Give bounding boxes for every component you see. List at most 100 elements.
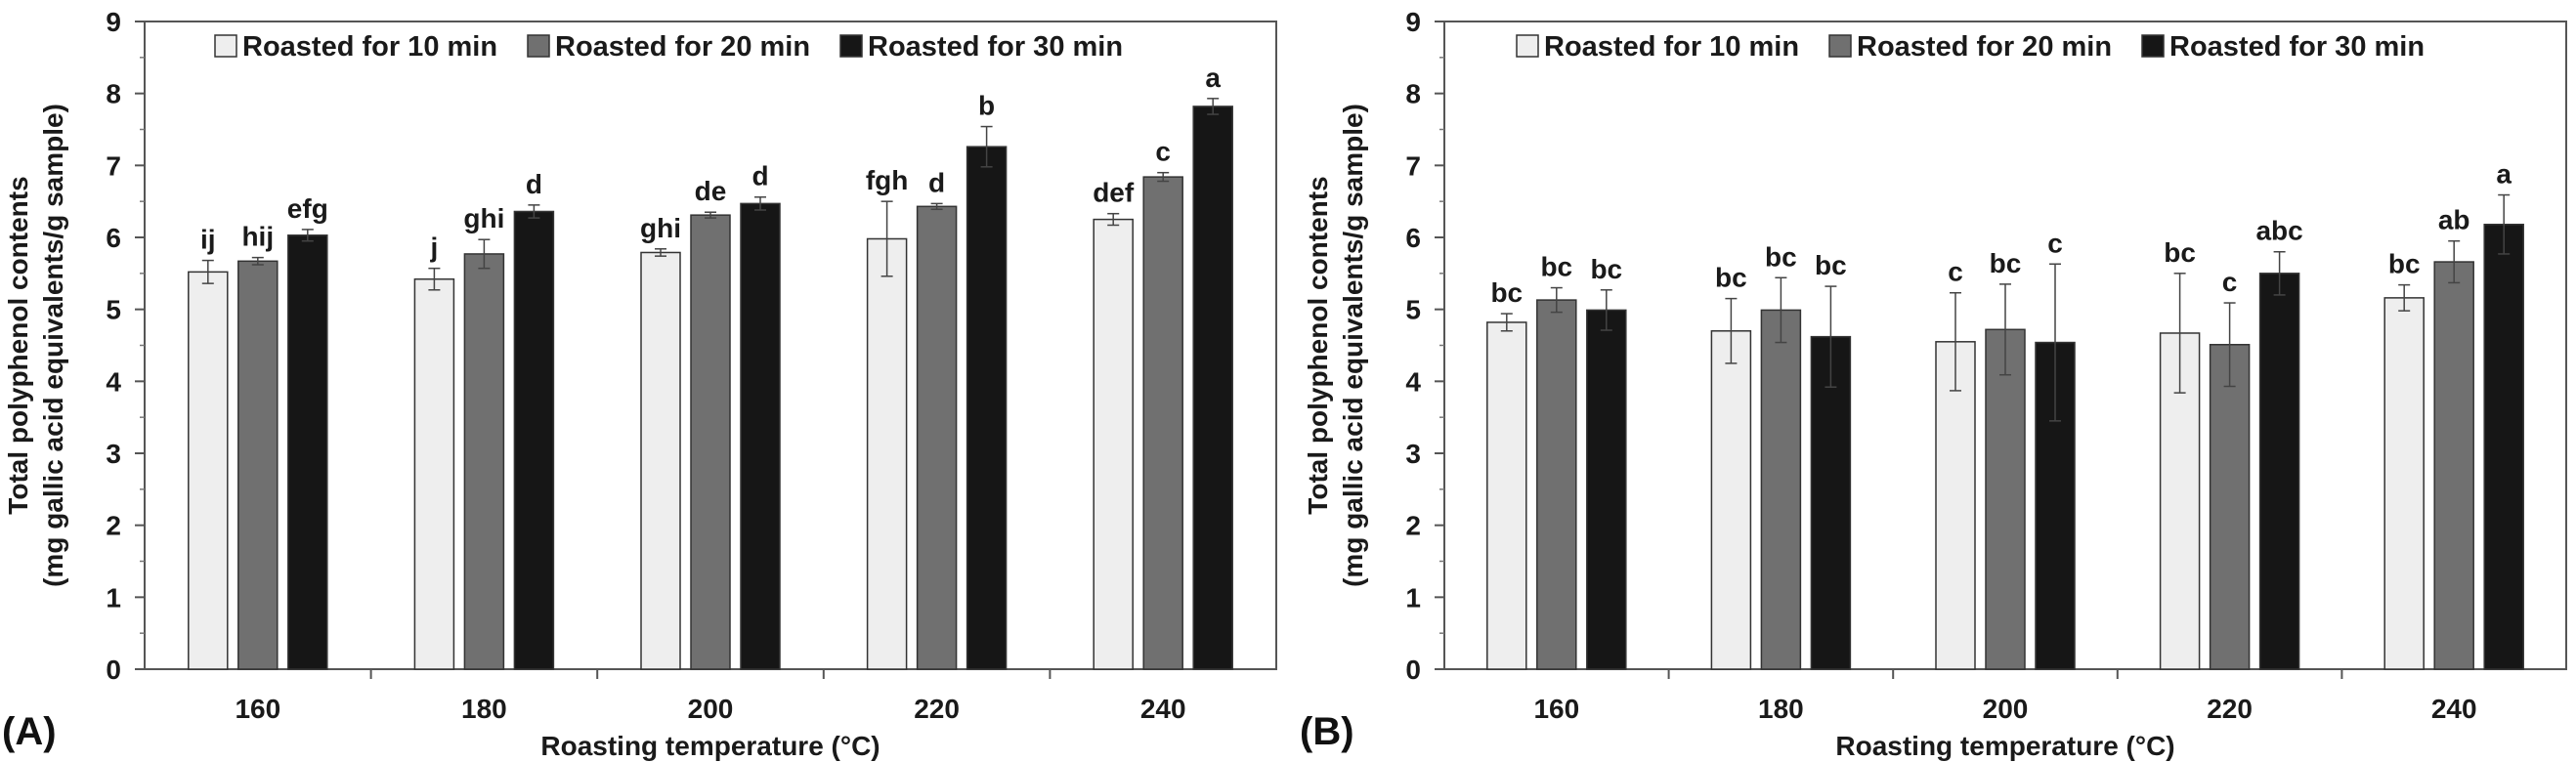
y-tick-label: 4 bbox=[106, 366, 121, 397]
legend-label: Roasted for 10 min bbox=[242, 31, 497, 63]
bar-20min-220 bbox=[916, 205, 958, 670]
significance-label: bc bbox=[1765, 241, 1797, 272]
legend-label: Roasted for 20 min bbox=[555, 31, 810, 63]
x-tick-label: 240 bbox=[2431, 694, 2477, 724]
legend-label: Roasted for 20 min bbox=[1857, 31, 2112, 63]
y-tick-label: 4 bbox=[1405, 366, 1421, 397]
bar-20min-160 bbox=[237, 260, 279, 670]
significance-label: j bbox=[430, 233, 439, 263]
significance-label: c bbox=[2222, 267, 2238, 297]
bar-10min-200 bbox=[640, 251, 681, 670]
bar-30min-240 bbox=[2483, 223, 2524, 670]
significance-label: de bbox=[695, 176, 727, 206]
y-tick-label: 7 bbox=[106, 150, 121, 181]
bar-10min-160 bbox=[1486, 321, 1527, 670]
bar-30min-240 bbox=[1192, 106, 1233, 670]
significance-label: a bbox=[2496, 159, 2512, 190]
significance-label: bc bbox=[1815, 250, 1847, 280]
legend-label: Roasted for 30 min bbox=[868, 31, 1123, 63]
bar-30min-200 bbox=[740, 202, 781, 670]
panel-label: (B) bbox=[1300, 710, 1354, 753]
y-tick-label: 1 bbox=[1405, 582, 1421, 613]
y-tick-label: 6 bbox=[1405, 223, 1421, 253]
significance-label: bc bbox=[1990, 248, 2022, 278]
y-tick-label: 3 bbox=[106, 439, 121, 469]
bar-10min-240 bbox=[1093, 218, 1134, 670]
significance-label: ij bbox=[200, 225, 216, 255]
significance-label: a bbox=[1205, 63, 1221, 93]
legend-label: Roasted for 30 min bbox=[2169, 31, 2425, 63]
bar-30min-160 bbox=[1586, 309, 1627, 670]
bar-10min-160 bbox=[188, 271, 229, 670]
bar-20min-220 bbox=[2209, 344, 2251, 670]
y-axis-title-line-1: Total polyphenol contents bbox=[1303, 176, 1333, 514]
bar-20min-200 bbox=[690, 214, 731, 670]
legend-swatch bbox=[2141, 34, 2165, 58]
significance-label: bc bbox=[2164, 237, 2196, 268]
legend-swatch bbox=[527, 34, 550, 58]
significance-label: bc bbox=[1590, 254, 1622, 284]
bar-20min-160 bbox=[1536, 299, 1577, 670]
legend-swatch bbox=[1516, 34, 1539, 58]
legend-label: Roasted for 10 min bbox=[1544, 31, 1799, 63]
bar-10min-200 bbox=[1935, 341, 1976, 670]
significance-label: hij bbox=[241, 222, 274, 252]
y-tick-label: 8 bbox=[106, 79, 121, 109]
y-tick-label: 9 bbox=[106, 7, 121, 37]
significance-label: ghi bbox=[640, 213, 681, 243]
x-tick-label: 240 bbox=[1140, 694, 1186, 724]
significance-label: d bbox=[751, 161, 768, 191]
x-axis-title: Roasting temperature (°C) bbox=[540, 731, 880, 761]
significance-label: efg bbox=[287, 193, 328, 224]
y-tick-label: 5 bbox=[1405, 295, 1421, 325]
x-axis-title: Roasting temperature (°C) bbox=[1835, 731, 2174, 761]
bar-10min-180 bbox=[413, 277, 455, 670]
y-tick-label: 2 bbox=[1405, 511, 1421, 541]
bar-30min-220 bbox=[966, 146, 1008, 670]
y-axis-title-line-2: (mg gallic acid equivalents/g sample) bbox=[38, 104, 68, 587]
x-tick-label: 180 bbox=[1758, 694, 1804, 724]
x-tick-label: 220 bbox=[914, 694, 960, 724]
y-tick-label: 0 bbox=[106, 655, 121, 685]
significance-label: c bbox=[2047, 228, 2063, 258]
y-tick-label: 5 bbox=[106, 295, 121, 325]
significance-label: d bbox=[928, 167, 945, 197]
y-tick-label: 8 bbox=[1405, 79, 1421, 109]
legend-swatch bbox=[839, 34, 863, 58]
significance-label: c bbox=[1155, 137, 1171, 167]
x-tick-label: 180 bbox=[461, 694, 507, 724]
significance-label: fgh bbox=[866, 165, 909, 195]
y-tick-label: 1 bbox=[106, 582, 121, 613]
bar-30min-180 bbox=[513, 210, 555, 670]
x-tick-label: 200 bbox=[1983, 694, 2029, 724]
significance-label: def bbox=[1093, 178, 1135, 208]
y-tick-label: 6 bbox=[106, 223, 121, 253]
significance-label: bc bbox=[2388, 249, 2421, 279]
x-tick-label: 200 bbox=[688, 694, 734, 724]
panel-label: (A) bbox=[2, 710, 57, 753]
bar-10min-220 bbox=[866, 237, 908, 670]
significance-label: ghi bbox=[463, 203, 504, 233]
significance-label: c bbox=[1948, 257, 1963, 287]
significance-label: b bbox=[978, 91, 995, 121]
significance-label: bc bbox=[1490, 277, 1523, 308]
bar-20min-240 bbox=[2433, 261, 2474, 670]
bar-30min-220 bbox=[2258, 273, 2300, 670]
significance-label: abc bbox=[2255, 216, 2302, 246]
bar-10min-180 bbox=[1710, 330, 1752, 670]
y-axis-title-line-2: (mg gallic acid equivalents/g sample) bbox=[1338, 104, 1368, 587]
y-tick-label: 9 bbox=[1405, 7, 1421, 37]
x-tick-label: 160 bbox=[1533, 694, 1579, 724]
legend-swatch bbox=[214, 34, 237, 58]
bar-20min-180 bbox=[1760, 309, 1802, 670]
bar-20min-200 bbox=[1985, 328, 2026, 670]
y-tick-label: 3 bbox=[1405, 439, 1421, 469]
bar-10min-240 bbox=[2383, 297, 2425, 670]
x-tick-label: 220 bbox=[2207, 694, 2253, 724]
y-tick-label: 0 bbox=[1405, 655, 1421, 685]
significance-label: ab bbox=[2438, 205, 2470, 235]
y-axis-title-line-1: Total polyphenol contents bbox=[3, 176, 33, 514]
